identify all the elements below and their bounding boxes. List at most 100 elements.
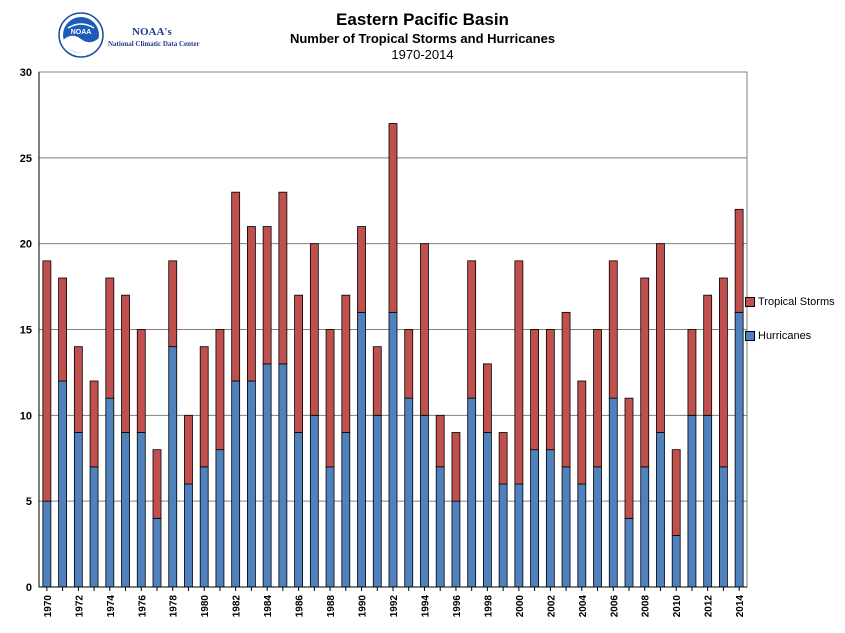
bar-hurricanes-1983 xyxy=(246,380,256,588)
bar-hurricanes-1980 xyxy=(199,466,209,588)
logo-subtitle: National Climatic Data Center xyxy=(108,40,200,48)
legend-swatch-tropical-storms xyxy=(745,297,755,308)
x-tick-label-1978: 1978 xyxy=(169,595,180,618)
bar-hurricanes-1994 xyxy=(420,414,429,588)
bar-tropical-storms-1990 xyxy=(357,226,366,313)
bar-hurricanes-1998 xyxy=(482,432,492,588)
bar-hurricanes-2014 xyxy=(734,311,744,588)
bar-hurricanes-2006 xyxy=(608,397,618,588)
bar-hurricanes-2007 xyxy=(624,517,634,588)
y-tick-label-15: 15 xyxy=(20,325,32,337)
bar-hurricanes-2012 xyxy=(703,414,713,588)
bar-tropical-storms-1988 xyxy=(325,329,335,468)
bar-tropical-storms-2009 xyxy=(656,243,665,433)
bar-hurricanes-1986 xyxy=(294,432,304,588)
bar-hurricanes-1987 xyxy=(309,414,319,588)
legend-tropical-storms: Tropical Storms xyxy=(745,296,835,308)
bar-hurricanes-2010 xyxy=(671,535,681,588)
bar-tropical-storms-2001 xyxy=(530,329,539,451)
bar-tropical-storms-1973 xyxy=(89,380,99,468)
bar-tropical-storms-2013 xyxy=(719,277,728,468)
bar-hurricanes-2001 xyxy=(530,449,539,588)
bar-hurricanes-1977 xyxy=(152,517,162,588)
bar-hurricanes-2009 xyxy=(656,432,665,588)
bar-hurricanes-2011 xyxy=(687,414,697,588)
x-tick-label-1972: 1972 xyxy=(74,595,85,618)
bar-tropical-storms-1974 xyxy=(105,277,115,399)
x-tick-label-1976: 1976 xyxy=(137,595,148,618)
bar-hurricanes-1978 xyxy=(168,346,178,588)
bar-hurricanes-1992 xyxy=(388,311,398,588)
bar-hurricanes-1975 xyxy=(121,432,130,588)
bar-tropical-storms-1972 xyxy=(73,346,83,433)
bar-hurricanes-1984 xyxy=(262,363,272,588)
x-tick-label-1980: 1980 xyxy=(200,595,211,618)
bar-tropical-storms-1994 xyxy=(420,243,429,416)
bar-tropical-storms-1985 xyxy=(278,191,288,365)
x-tick-label-1992: 1992 xyxy=(389,595,400,618)
bar-tropical-storms-1982 xyxy=(231,191,241,382)
legend-label-hurricanes: Hurricanes xyxy=(758,330,812,342)
chart-subtitle: Number of Tropical Storms and Hurricanes xyxy=(289,31,556,46)
bar-tropical-storms-2003 xyxy=(561,311,571,468)
bar-tropical-storms-2010 xyxy=(671,449,681,536)
bar-hurricanes-2000 xyxy=(514,483,524,588)
x-tick-label-2002: 2002 xyxy=(546,595,557,618)
x-tick-label-1990: 1990 xyxy=(358,595,369,618)
x-tick-label-2004: 2004 xyxy=(578,595,589,618)
x-tick-label-1986: 1986 xyxy=(295,595,306,618)
bar-tropical-storms-1976 xyxy=(136,329,146,433)
x-tick-label-1982: 1982 xyxy=(232,595,243,618)
x-tick-label-1994: 1994 xyxy=(420,595,431,618)
bar-hurricanes-1982 xyxy=(231,380,241,588)
bar-tropical-storms-1989 xyxy=(341,294,351,433)
chart-year-range: 1970-2014 xyxy=(391,47,454,62)
x-tick-label-1984: 1984 xyxy=(263,595,274,618)
bar-hurricanes-1971 xyxy=(58,380,67,588)
x-tick-label-2008: 2008 xyxy=(641,595,652,618)
bar-hurricanes-2003 xyxy=(561,466,571,588)
bar-tropical-storms-1978 xyxy=(168,260,178,348)
bar-hurricanes-1991 xyxy=(372,414,382,588)
bar-tropical-storms-1992 xyxy=(388,123,398,313)
x-tick-label-2014: 2014 xyxy=(735,595,746,618)
bar-hurricanes-1972 xyxy=(73,432,83,588)
bar-tropical-storms-1999 xyxy=(498,432,508,485)
y-tick-label-0: 0 xyxy=(26,582,32,594)
legend-label-tropical-storms: Tropical Storms xyxy=(758,296,835,308)
logo-emblem-text: NOAA xyxy=(71,29,92,36)
bar-hurricanes-2013 xyxy=(719,466,728,588)
bar-tropical-storms-1987 xyxy=(309,243,319,416)
x-tick-label-1974: 1974 xyxy=(106,595,117,618)
bar-hurricanes-1970 xyxy=(42,500,52,588)
noaa-logo: NOAA xyxy=(58,12,104,58)
bar-tropical-storms-1981 xyxy=(215,329,225,451)
bar-tropical-storms-1995 xyxy=(435,414,445,468)
bar-tropical-storms-1979 xyxy=(184,414,193,485)
bar-tropical-storms-2006 xyxy=(608,260,618,399)
bar-hurricanes-1989 xyxy=(341,432,351,588)
bar-tropical-storms-2008 xyxy=(640,277,650,468)
x-tick-label-2012: 2012 xyxy=(704,595,715,618)
bar-hurricanes-1985 xyxy=(278,363,288,588)
bar-hurricanes-1973 xyxy=(89,466,99,588)
y-tick-label-5: 5 xyxy=(26,496,32,508)
bar-tropical-storms-1975 xyxy=(121,294,130,433)
bar-tropical-storms-2002 xyxy=(545,329,555,451)
bar-hurricanes-1976 xyxy=(136,432,146,588)
bar-hurricanes-2002 xyxy=(545,449,555,588)
y-tick-label-25: 25 xyxy=(20,153,32,165)
bar-hurricanes-2004 xyxy=(577,483,587,588)
x-tick-label-1970: 1970 xyxy=(43,595,54,618)
bar-tropical-storms-1983 xyxy=(246,226,256,382)
bar-hurricanes-1979 xyxy=(184,483,193,588)
x-tick-label-1996: 1996 xyxy=(452,595,463,618)
bar-hurricanes-1981 xyxy=(215,449,225,588)
legend-hurricanes: Hurricanes xyxy=(745,330,811,342)
legend-swatch-hurricanes xyxy=(745,331,755,342)
bar-tropical-storms-1971 xyxy=(58,277,67,382)
bar-hurricanes-1995 xyxy=(435,466,445,588)
bar-tropical-storms-1991 xyxy=(372,346,382,416)
bar-tropical-storms-1970 xyxy=(42,260,52,502)
